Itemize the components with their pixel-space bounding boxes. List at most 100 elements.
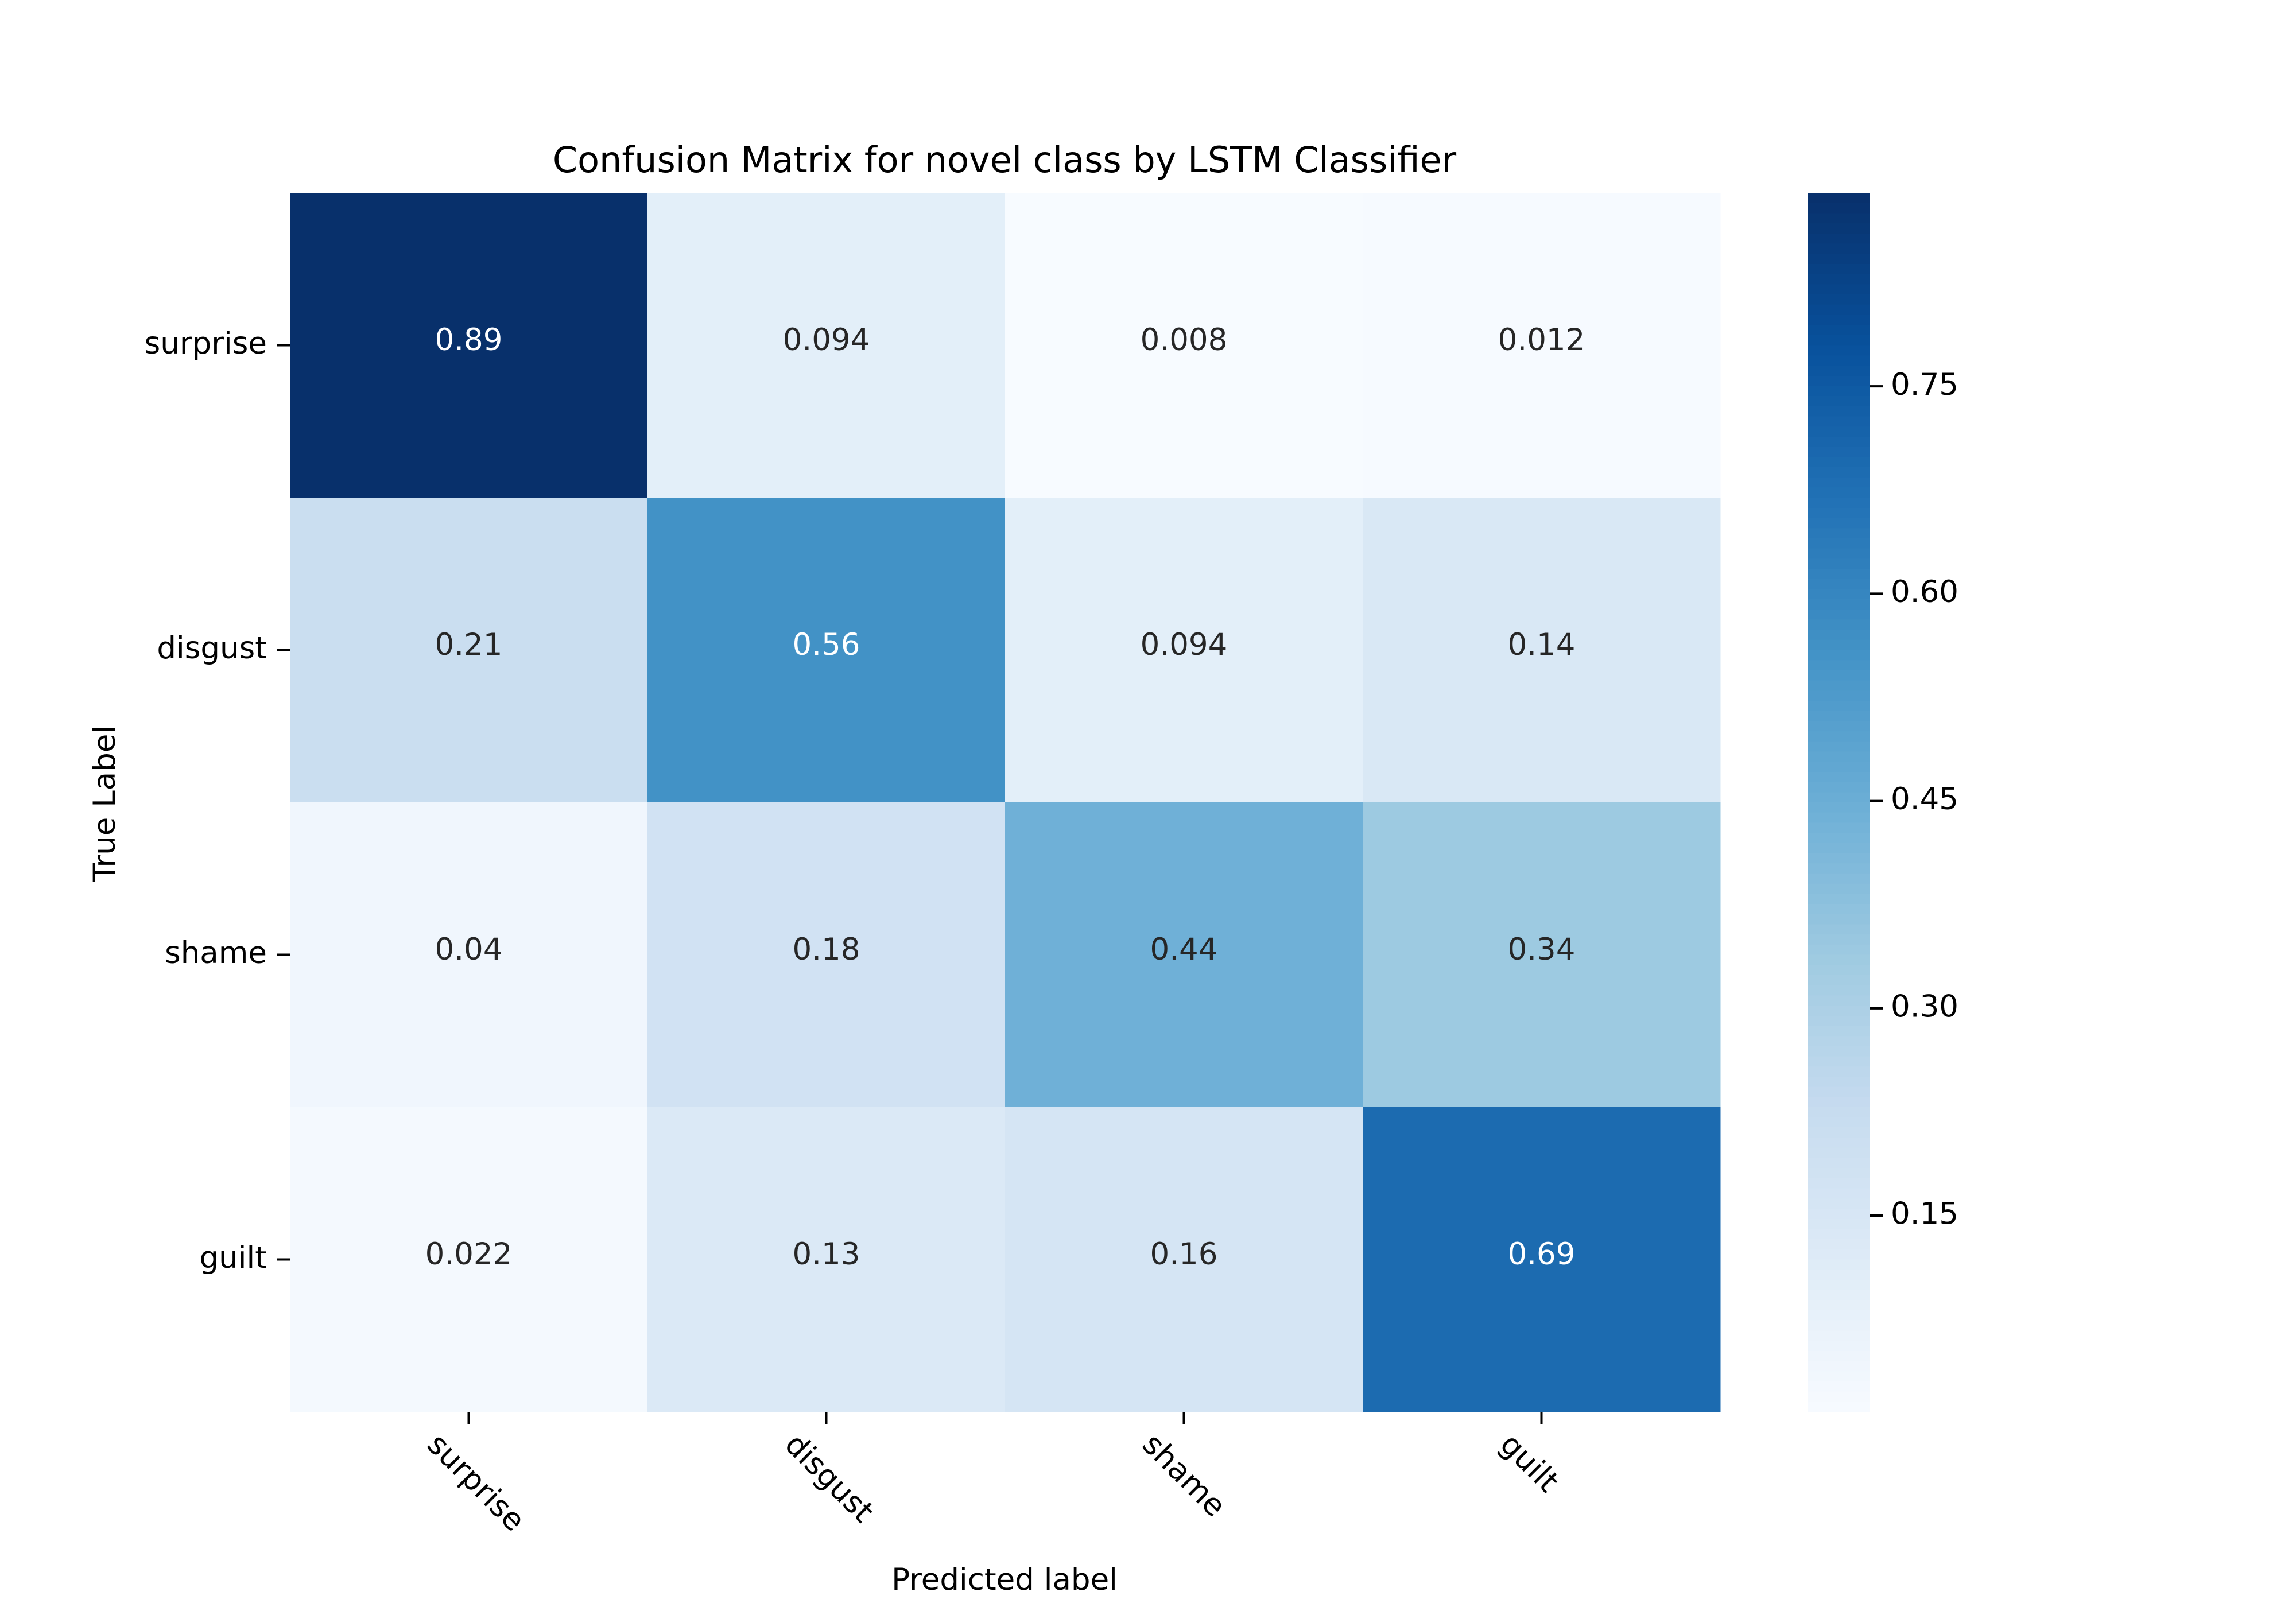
colorbar-segment <box>1808 1300 1870 1311</box>
cell-value-label: 0.13 <box>792 1237 860 1272</box>
colorbar-segment <box>1808 325 1870 336</box>
heatmap-cell <box>290 498 648 803</box>
heatmap-cell <box>1005 802 1363 1108</box>
y-tick-label: disgust <box>157 631 267 666</box>
colorbar-segment <box>1808 1086 1870 1097</box>
colorbar-segment <box>1808 203 1870 214</box>
cell-value-label: 0.69 <box>1507 1237 1575 1272</box>
colorbar-segment <box>1808 822 1870 833</box>
colorbar-segment <box>1808 721 1870 732</box>
cell-value-label: 0.14 <box>1507 627 1575 662</box>
colorbar-segment <box>1808 315 1870 325</box>
y-tick-label: shame <box>165 936 267 971</box>
colorbar-segment <box>1808 843 1870 854</box>
heatmap-cell <box>1005 498 1363 803</box>
heatmap-cell <box>1005 193 1363 498</box>
colorbar-segment <box>1808 1381 1870 1392</box>
colorbar-segment <box>1808 243 1870 254</box>
colorbar-segment <box>1808 304 1870 315</box>
colorbar-segment <box>1808 792 1870 803</box>
colorbar-segment <box>1808 1066 1870 1077</box>
colorbar-tick-label: 0.60 <box>1891 575 1958 610</box>
colorbar-segment <box>1808 386 1870 397</box>
colorbar-segment <box>1808 711 1870 721</box>
colorbar-segment <box>1808 498 1870 509</box>
cell-value-label: 0.18 <box>792 932 860 967</box>
colorbar-segment <box>1808 1229 1870 1240</box>
colorbar-segment <box>1808 426 1870 437</box>
colorbar-segment <box>1808 1178 1870 1189</box>
colorbar-segment <box>1808 294 1870 305</box>
colorbar-segment <box>1808 457 1870 468</box>
colorbar-segment <box>1808 609 1870 620</box>
colorbar-segment <box>1808 965 1870 976</box>
cell-value-label: 0.56 <box>792 627 860 662</box>
colorbar-segment <box>1808 1015 1870 1026</box>
colorbar-segment <box>1808 782 1870 793</box>
colorbar-segment <box>1808 1046 1870 1057</box>
cell-value-label: 0.44 <box>1150 932 1217 967</box>
colorbar-segment <box>1808 1107 1870 1118</box>
colorbar-segment <box>1808 771 1870 783</box>
colorbar-tick-label: 0.30 <box>1891 989 1958 1024</box>
colorbar-segment <box>1808 1270 1870 1280</box>
colorbar-segment <box>1808 1350 1870 1362</box>
colorbar-tick-label: 0.75 <box>1891 367 1958 402</box>
colorbar-segment <box>1808 507 1870 518</box>
colorbar-segment <box>1808 630 1870 641</box>
colorbar-tick-label: 0.45 <box>1891 782 1958 817</box>
colorbar-segment <box>1808 1056 1870 1067</box>
colorbar-segment <box>1808 1127 1870 1138</box>
colorbar-segment <box>1808 1320 1870 1331</box>
colorbar-segment <box>1808 548 1870 559</box>
cell-value-label: 0.04 <box>435 932 502 967</box>
colorbar-segment <box>1808 883 1870 894</box>
colorbar-segment <box>1808 1279 1870 1291</box>
heatmap-cell <box>647 193 1006 498</box>
colorbar-segment <box>1808 1097 1870 1108</box>
colorbar-segment <box>1808 741 1870 752</box>
y-axis-label: True Label <box>87 725 122 882</box>
colorbar-segment <box>1808 660 1870 671</box>
colorbar-segment <box>1808 375 1870 386</box>
colorbar-segment <box>1808 1249 1870 1260</box>
colorbar-segment <box>1808 1138 1870 1148</box>
colorbar-segment <box>1808 1168 1870 1179</box>
colorbar-segment <box>1808 579 1870 589</box>
heatmap-cell <box>290 193 648 498</box>
cell-value-label: 0.89 <box>435 323 502 358</box>
colorbar-segment <box>1808 904 1870 915</box>
heatmap-cell <box>647 498 1006 803</box>
colorbar-segment <box>1808 1341 1870 1352</box>
y-tick-label: surprise <box>145 326 267 361</box>
colorbar-segment <box>1808 274 1870 285</box>
colorbar-segment <box>1808 762 1870 773</box>
colorbar-segment <box>1808 619 1870 630</box>
x-axis-label: Predicted label <box>891 1562 1118 1597</box>
colorbar-segment <box>1808 263 1870 275</box>
heatmap-cell <box>1363 498 1721 803</box>
colorbar-segment <box>1808 751 1870 762</box>
colorbar-segment <box>1808 833 1870 844</box>
colorbar-segment <box>1808 1310 1870 1321</box>
heatmap-cell <box>1005 1107 1363 1412</box>
colorbar-segment <box>1808 1026 1870 1037</box>
heatmap-cells: 0.89 0.094 0.008 0.012 0.21 0.56 0.094 0.14 0.04… <box>290 193 1721 1412</box>
heatmap-cell <box>1363 193 1721 498</box>
colorbar-segment <box>1808 670 1870 681</box>
heatmap-cell <box>1363 802 1721 1108</box>
colorbar-segment <box>1808 1198 1870 1209</box>
colorbar-segment <box>1808 345 1870 356</box>
colorbar-segment <box>1808 518 1870 529</box>
colorbar-segment <box>1808 528 1870 539</box>
colorbar-segment <box>1808 924 1870 935</box>
heatmap-cell <box>1363 1107 1721 1412</box>
y-tick-label: guilt <box>200 1240 267 1275</box>
colorbar-segment <box>1808 1076 1870 1088</box>
colorbar-segment <box>1808 934 1870 945</box>
colorbar-segment <box>1808 447 1870 457</box>
colorbar-segment <box>1808 477 1870 488</box>
cell-value-label: 0.16 <box>1150 1237 1217 1272</box>
colorbar-segment <box>1808 1290 1870 1301</box>
